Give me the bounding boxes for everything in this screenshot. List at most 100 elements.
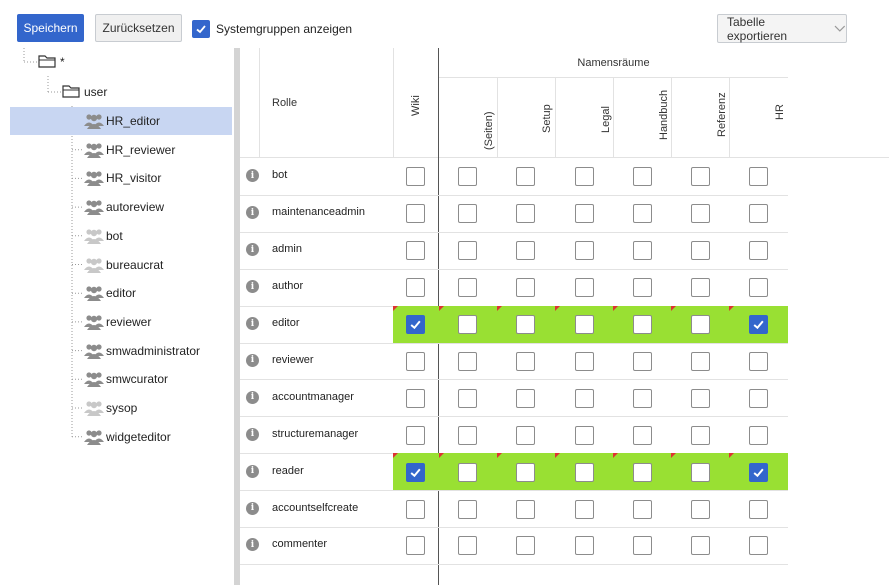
namespace-permission-checkbox[interactable] xyxy=(458,499,477,519)
namespace-permission-checkbox[interactable] xyxy=(516,241,535,261)
namespace-permission-checkbox[interactable] xyxy=(516,425,535,445)
namespace-permission-checkbox[interactable] xyxy=(458,204,477,224)
namespace-permission-checkbox[interactable] xyxy=(516,499,535,519)
namespace-permission-checkbox[interactable] xyxy=(633,425,652,445)
wiki-permission-checkbox[interactable] xyxy=(406,167,425,187)
tree-node-group[interactable]: autoreview xyxy=(84,193,164,221)
tree-node-group[interactable]: sysop xyxy=(84,394,137,422)
namespace-permission-checkbox[interactable] xyxy=(575,388,594,408)
namespace-permission-checkbox[interactable] xyxy=(516,278,535,298)
tree-node-group[interactable]: smwcurator xyxy=(84,365,168,393)
namespace-permission-checkbox[interactable] xyxy=(749,425,768,445)
namespace-permission-checkbox[interactable] xyxy=(691,351,710,371)
namespace-permission-checkbox[interactable] xyxy=(749,536,768,556)
wiki-permission-checkbox[interactable] xyxy=(406,351,425,371)
namespace-permission-checkbox[interactable] xyxy=(691,536,710,556)
namespace-permission-checkbox[interactable] xyxy=(691,278,710,298)
tree-node-group[interactable]: widgeteditor xyxy=(84,423,171,451)
namespace-permission-checkbox[interactable] xyxy=(575,536,594,556)
namespace-permission-checkbox[interactable] xyxy=(633,536,652,556)
namespace-permission-checkbox[interactable] xyxy=(749,315,768,335)
wiki-permission-checkbox[interactable] xyxy=(406,315,425,335)
namespace-permission-checkbox[interactable] xyxy=(458,388,477,408)
namespace-permission-checkbox[interactable] xyxy=(516,204,535,224)
namespace-permission-checkbox[interactable] xyxy=(458,167,477,187)
namespace-permission-checkbox[interactable] xyxy=(575,425,594,445)
namespace-permission-checkbox[interactable] xyxy=(749,499,768,519)
tree-node-group[interactable]: bot xyxy=(84,222,123,250)
panel-splitter[interactable] xyxy=(234,48,240,585)
tree-node-group[interactable]: smwadministrator xyxy=(84,337,200,365)
info-icon[interactable]: i xyxy=(246,206,259,220)
namespace-permission-checkbox[interactable] xyxy=(575,499,594,519)
info-icon[interactable]: i xyxy=(246,501,259,515)
tree-node-group[interactable]: HR_reviewer xyxy=(84,136,175,164)
tree-node-root[interactable]: * xyxy=(38,48,65,76)
namespace-permission-checkbox[interactable] xyxy=(633,315,652,335)
namespace-permission-checkbox[interactable] xyxy=(749,462,768,482)
namespace-permission-checkbox[interactable] xyxy=(691,204,710,224)
info-icon[interactable]: i xyxy=(246,243,259,257)
namespace-permission-checkbox[interactable] xyxy=(458,425,477,445)
namespace-permission-checkbox[interactable] xyxy=(575,167,594,187)
namespace-permission-checkbox[interactable] xyxy=(691,241,710,261)
info-icon[interactable]: i xyxy=(246,280,259,294)
namespace-permission-checkbox[interactable] xyxy=(749,388,768,408)
namespace-permission-checkbox[interactable] xyxy=(691,425,710,445)
info-icon[interactable]: i xyxy=(246,538,259,552)
info-icon[interactable]: i xyxy=(246,464,259,478)
namespace-permission-checkbox[interactable] xyxy=(749,278,768,298)
tree-node-group[interactable]: bureaucrat xyxy=(84,251,163,279)
wiki-permission-checkbox[interactable] xyxy=(406,462,425,482)
namespace-permission-checkbox[interactable] xyxy=(633,351,652,371)
namespace-permission-checkbox[interactable] xyxy=(633,388,652,408)
namespace-permission-checkbox[interactable] xyxy=(458,536,477,556)
namespace-permission-checkbox[interactable] xyxy=(575,278,594,298)
info-icon[interactable]: i xyxy=(246,169,259,183)
namespace-permission-checkbox[interactable] xyxy=(575,204,594,224)
wiki-permission-checkbox[interactable] xyxy=(406,278,425,298)
tree-node-group[interactable]: reviewer xyxy=(84,308,151,336)
wiki-permission-checkbox[interactable] xyxy=(406,388,425,408)
wiki-permission-checkbox[interactable] xyxy=(406,241,425,261)
show-system-groups-toggle[interactable]: Systemgruppen anzeigen xyxy=(192,19,352,39)
namespace-permission-checkbox[interactable] xyxy=(516,536,535,556)
namespace-permission-checkbox[interactable] xyxy=(749,167,768,187)
namespace-permission-checkbox[interactable] xyxy=(516,351,535,371)
wiki-permission-checkbox[interactable] xyxy=(406,536,425,556)
reset-button[interactable]: Zurücksetzen xyxy=(95,14,182,42)
namespace-permission-checkbox[interactable] xyxy=(749,204,768,224)
namespace-permission-checkbox[interactable] xyxy=(749,351,768,371)
namespace-permission-checkbox[interactable] xyxy=(749,241,768,261)
namespace-permission-checkbox[interactable] xyxy=(516,167,535,187)
tree-node-group[interactable]: HR_visitor xyxy=(84,164,161,192)
namespace-permission-checkbox[interactable] xyxy=(458,462,477,482)
namespace-permission-checkbox[interactable] xyxy=(458,241,477,261)
namespace-permission-checkbox[interactable] xyxy=(458,278,477,298)
namespace-permission-checkbox[interactable] xyxy=(575,462,594,482)
wiki-permission-checkbox[interactable] xyxy=(406,425,425,445)
namespace-permission-checkbox[interactable] xyxy=(633,204,652,224)
namespace-permission-checkbox[interactable] xyxy=(458,315,477,335)
wiki-permission-checkbox[interactable] xyxy=(406,499,425,519)
namespace-permission-checkbox[interactable] xyxy=(633,278,652,298)
namespace-permission-checkbox[interactable] xyxy=(691,388,710,408)
save-button[interactable]: Speichern xyxy=(17,14,84,42)
namespace-permission-checkbox[interactable] xyxy=(633,167,652,187)
wiki-permission-checkbox[interactable] xyxy=(406,204,425,224)
info-icon[interactable]: i xyxy=(246,317,259,331)
namespace-permission-checkbox[interactable] xyxy=(633,499,652,519)
info-icon[interactable]: i xyxy=(246,390,259,404)
namespace-permission-checkbox[interactable] xyxy=(516,388,535,408)
namespace-permission-checkbox[interactable] xyxy=(575,315,594,335)
namespace-permission-checkbox[interactable] xyxy=(633,241,652,261)
show-system-groups-checkbox[interactable] xyxy=(192,20,210,38)
namespace-permission-checkbox[interactable] xyxy=(691,315,710,335)
tree-node-group[interactable]: editor xyxy=(84,279,136,307)
namespace-permission-checkbox[interactable] xyxy=(691,499,710,519)
info-icon[interactable]: i xyxy=(246,427,259,441)
tree-node-user[interactable]: user xyxy=(62,78,107,106)
namespace-permission-checkbox[interactable] xyxy=(633,462,652,482)
namespace-permission-checkbox[interactable] xyxy=(575,351,594,371)
namespace-permission-checkbox[interactable] xyxy=(575,241,594,261)
